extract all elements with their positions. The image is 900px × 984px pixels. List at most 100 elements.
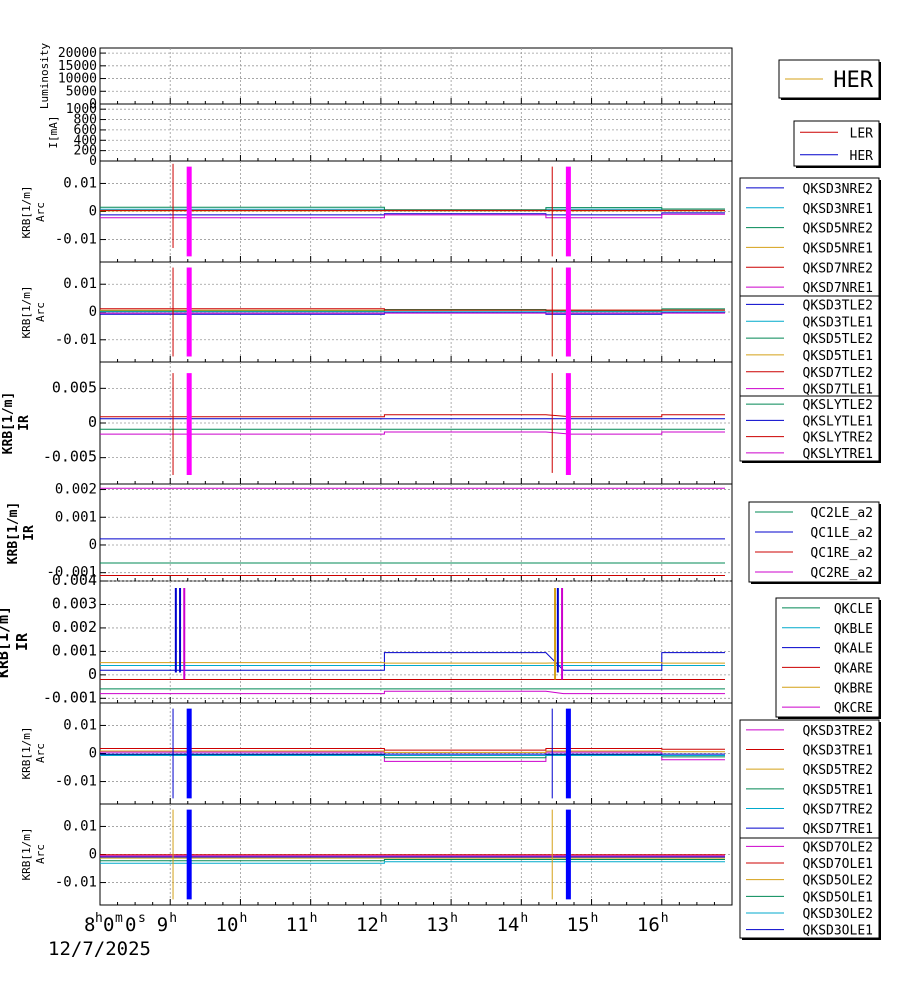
x-tick-hour-suffix: h	[380, 911, 388, 926]
legend-ir2: QC2LE_a2 QC1LE_a2 QC1RE_a2 QC2RE_a2	[748, 501, 881, 584]
series-line-qksd5tre2	[100, 750, 725, 753]
y-tick-label: 15000	[58, 59, 97, 74]
legend-entry: QKSLYTLE2	[803, 398, 873, 413]
y-tick-label: 0.002	[52, 618, 97, 636]
y-axis-label: I[mA]	[47, 115, 60, 148]
y-tick-label: -0.01	[55, 232, 97, 248]
series-line-qksd3tre1	[100, 748, 725, 751]
y-tick-label: 0.001	[52, 641, 97, 659]
y-tick-label: 1000	[66, 102, 97, 117]
x-tick-label: 9	[157, 914, 168, 936]
y-tick-label: 20000	[58, 46, 97, 61]
y-tick-label: 0.005	[52, 378, 97, 396]
date-label: 12/7/2025	[48, 938, 151, 960]
y-tick-label: 200	[74, 144, 97, 159]
y-tick-label: 0.004	[52, 571, 97, 589]
legend-entry: QKSD5NRE2	[803, 222, 873, 237]
legend-arc2: QKSD3TLE2 QKSD3TLE1 QKSD5TLE2 QKSD5TLE1 QKSD…	[739, 295, 881, 399]
legend-entry: QKSD7NRE2	[803, 261, 873, 276]
y-axis-label: KRB[1/m]	[0, 606, 12, 678]
x-tick-label: 16	[637, 914, 660, 936]
legend-entry: QKALE	[834, 642, 873, 657]
legend-entry: QKSD3TRE1	[803, 744, 873, 759]
x-tick-hour-suffix: h	[520, 911, 528, 926]
legend-entry: QC1RE_a2	[810, 546, 873, 561]
start-time-label: 0	[103, 914, 114, 936]
y-tick-label: 400	[74, 133, 97, 148]
legend-box	[739, 295, 880, 398]
panel-ir2: -0.001 0 0.001 0.002 KRB[1/m] IR QC2LE_a2 QC1LE…	[6, 482, 881, 584]
legend-entry: QKSD7TRE1	[803, 822, 873, 837]
legend-entry: QKSD7TLE1	[803, 383, 873, 398]
series-line-qksd5ole1	[100, 859, 725, 862]
y-axis-label: Arc	[34, 743, 47, 763]
y-axis-label: KRB[1/m]	[20, 286, 33, 339]
legend-entry: QKSD5OLE2	[803, 874, 873, 889]
y-tick-label: 0.01	[63, 717, 97, 733]
time-axis: 9 h 10 h 11 h 12 h 13 h 14 h 15 h 16 h8 h 0 m 0 s12/7/2025	[48, 911, 669, 960]
plot-frame	[99, 103, 733, 162]
plot-frame	[99, 580, 733, 704]
legend-entry: QKBRE	[834, 681, 873, 696]
legend-entry: QKSD5TLE2	[803, 332, 873, 347]
x-tick-label: 10	[216, 914, 239, 936]
series-line-qkcre	[100, 690, 725, 695]
plot-frame	[99, 483, 733, 582]
y-tick-label: 0.01	[63, 276, 97, 292]
legend-entry: QKSD3TRE2	[803, 724, 873, 739]
legend-entry: QKSD3OLE1	[803, 924, 873, 939]
legend-entry: QC2RE_a2	[810, 566, 873, 581]
legend-box	[775, 597, 880, 718]
y-tick-label: 0	[89, 746, 97, 762]
legend-entry: QKSD3TLE1	[803, 315, 873, 330]
start-time-label: 8	[84, 914, 95, 936]
y-tick-label: 0	[89, 204, 97, 220]
x-tick-label: 15	[567, 914, 590, 936]
y-tick-label: 0.01	[63, 818, 97, 834]
legend-ir3: QKCLE QKBLE QKALE QKARE QKBRE QKCRE	[775, 597, 881, 719]
panel-ir1: -0.005 0 0.005 KRB[1/m] IR QKSLYTLE2QKSLYTLE1…	[1, 361, 881, 485]
x-tick-label: 11	[286, 914, 309, 936]
legend-entry: QKSD5TLE1	[803, 349, 873, 364]
y-axis-label: KRB[1/m]	[1, 392, 16, 455]
legend-entry: QKSD5TRE2	[803, 763, 873, 778]
series-line-qkslytre1	[100, 431, 725, 435]
series-line-qksd3nre2	[100, 212, 725, 216]
y-tick-label: 800	[74, 113, 97, 128]
series-line-qkbre	[100, 662, 725, 664]
legend-entry: QKSD7OLE1	[803, 857, 873, 872]
series-line-qkslytre2	[100, 414, 725, 418]
y-tick-label: 0.003	[52, 594, 97, 612]
y-tick-label: -0.01	[55, 774, 97, 790]
legend-entry: QKSLYTLE1	[803, 414, 873, 429]
y-tick-label: 0	[89, 97, 97, 112]
legend-box	[739, 837, 880, 939]
y-tick-label: 0	[89, 537, 97, 553]
x-tick-hour-suffix: h	[661, 911, 669, 926]
x-tick-hour-suffix: h	[450, 911, 458, 926]
series-line-qksd3ole2	[100, 861, 725, 864]
y-tick-label: 0.001	[55, 509, 97, 525]
series-line-qksd7tle2	[100, 308, 725, 311]
y-tick-label: 5000	[66, 84, 97, 99]
legend-entry: QKSLYTRE1	[803, 447, 873, 462]
y-tick-label: -0.001	[46, 565, 97, 581]
legend-entry: QKSD5OLE1	[803, 890, 873, 905]
y-axis-label: IR	[17, 415, 32, 431]
legend-box	[739, 177, 880, 298]
y-tick-label: 0.01	[63, 175, 97, 191]
legend-entry: QKSD7OLE2	[803, 840, 873, 855]
legend-entry: QKCRE	[834, 701, 873, 716]
legend-entry: LER	[850, 126, 874, 141]
x-tick-label: 13	[426, 914, 449, 936]
y-axis-label: KRB[1/m]	[20, 727, 33, 780]
legend-entry: QKSD3OLE2	[803, 907, 873, 922]
y-axis-label: Arc	[34, 202, 47, 222]
y-axis-label: KRB[1/m]	[6, 502, 21, 565]
legend-entry: QC1LE_a2	[810, 526, 873, 541]
legend-box	[748, 501, 880, 583]
